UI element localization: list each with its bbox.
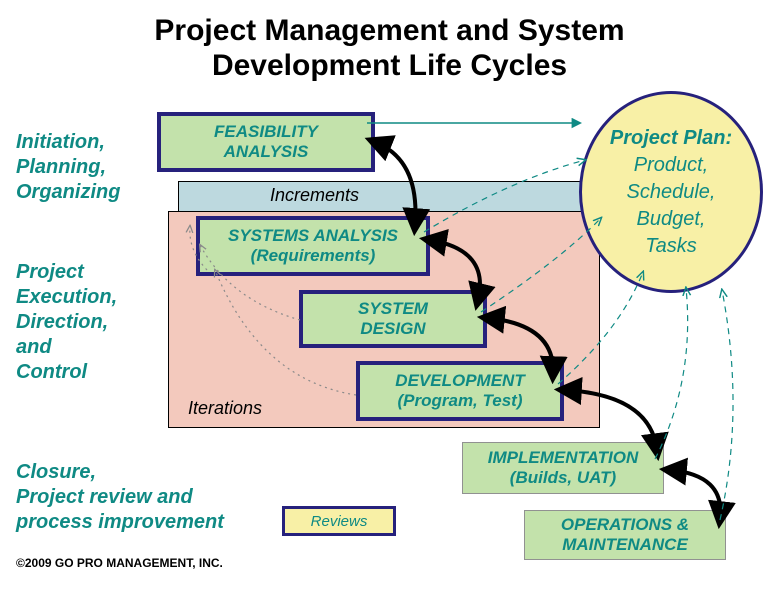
side-label-initiation: Initiation,Planning,Organizing (16, 130, 166, 205)
diagram-stage: Project Management and System Developmen… (0, 0, 779, 591)
phase-operations-text: OPERATIONS &MAINTENANCE (557, 513, 693, 558)
project-plan-title: Project Plan: (610, 127, 732, 149)
phase-system-design-text: SYSTEMDESIGN (354, 297, 432, 342)
copyright-text: ©2009 GO PRO MANAGEMENT, INC. (16, 556, 223, 570)
phase-systems-analysis-text: SYSTEMS ANALYSIS(Requirements) (224, 224, 402, 269)
project-plan-body: Product,Schedule,Budget,Tasks (627, 154, 716, 257)
phase-implementation-text: IMPLEMENTATION(Builds, UAT) (484, 446, 642, 491)
phase-development-text: DEVELOPMENT(Program, Test) (391, 369, 528, 414)
increments-label: Increments (270, 185, 359, 206)
diagram-title: Project Management and System Developmen… (0, 14, 779, 83)
phase-system-design: SYSTEMDESIGN (299, 290, 487, 348)
increments-container (178, 181, 610, 213)
phase-systems-analysis: SYSTEMS ANALYSIS(Requirements) (196, 216, 430, 276)
side-label-execution: ProjectExecution,Direction,andControl (16, 260, 166, 385)
title-line1: Project Management and System (154, 14, 624, 47)
project-plan-content: Project Plan: Product,Schedule,Budget,Ta… (610, 125, 732, 260)
side-label-closure: Closure,Project review andprocess improv… (16, 460, 286, 535)
phase-feasibility: FEASIBILITYANALYSIS (157, 112, 375, 172)
project-plan-oval: Project Plan: Product,Schedule,Budget,Ta… (579, 91, 763, 293)
iterations-label: Iterations (188, 398, 262, 419)
phase-development: DEVELOPMENT(Program, Test) (356, 361, 564, 421)
reviews-label: Reviews (311, 513, 368, 530)
phase-feasibility-text: FEASIBILITYANALYSIS (210, 120, 322, 165)
phase-operations: OPERATIONS &MAINTENANCE (524, 510, 726, 560)
phase-implementation: IMPLEMENTATION(Builds, UAT) (462, 442, 664, 494)
reviews-legend: Reviews (282, 506, 396, 536)
title-line2: Development Life Cycles (212, 49, 567, 82)
